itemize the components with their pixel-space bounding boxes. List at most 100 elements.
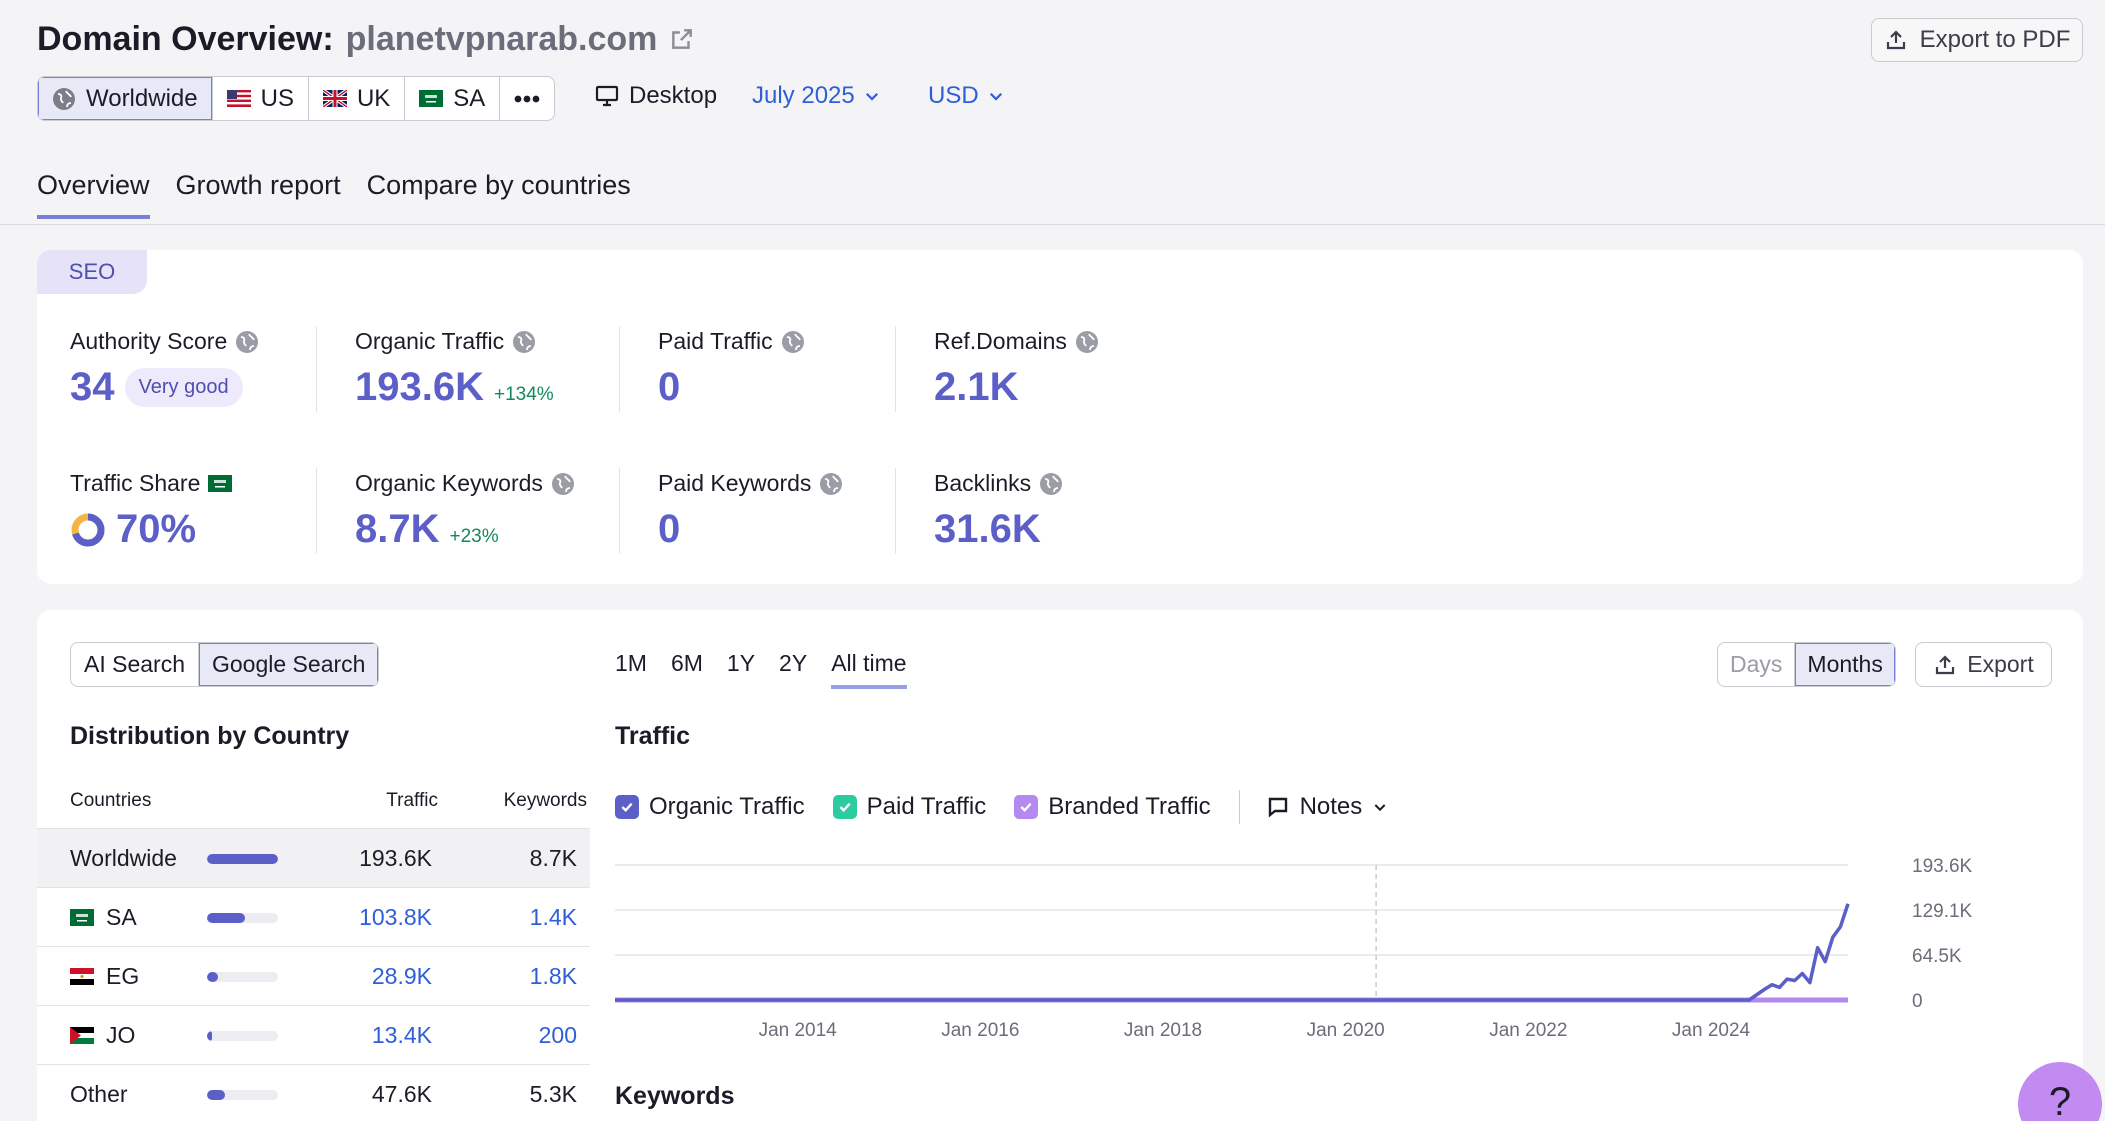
region-label: SA bbox=[453, 84, 486, 112]
days-button[interactable]: Days bbox=[1718, 643, 1796, 686]
notes-dropdown[interactable]: Notes bbox=[1238, 790, 1389, 824]
range-1m[interactable]: 1M bbox=[615, 650, 647, 676]
keywords-value-link[interactable]: 1.4K bbox=[529, 904, 577, 930]
country-name: EG bbox=[106, 963, 140, 989]
keywords-value-link[interactable]: 200 bbox=[538, 1022, 577, 1048]
legend-branded-traffic[interactable]: Branded Traffic bbox=[1014, 793, 1211, 821]
upload-icon bbox=[1936, 654, 1955, 674]
table-row[interactable]: Worldwide 193.6K 8.7K bbox=[37, 828, 590, 887]
globe-icon bbox=[551, 472, 574, 495]
table-row[interactable]: SA 103.8K 1.4K bbox=[37, 887, 590, 946]
date-selector[interactable]: July 2025 bbox=[752, 82, 881, 110]
help-button[interactable]: ? bbox=[2018, 1062, 2102, 1121]
range-1y[interactable]: 1Y bbox=[726, 650, 756, 676]
traffic-share-bar bbox=[207, 1090, 278, 1100]
table-row[interactable]: EG 28.9K 1.8K bbox=[37, 946, 590, 1005]
seo-tag: SEO bbox=[37, 250, 147, 294]
checkbox-checked-icon[interactable] bbox=[615, 795, 639, 819]
legend-label: Paid Traffic bbox=[866, 793, 987, 820]
range-6m[interactable]: 6M bbox=[670, 650, 703, 676]
region-us[interactable]: US bbox=[213, 77, 309, 120]
metric-label: Authority Score bbox=[70, 328, 228, 354]
traffic-value-link[interactable]: 28.9K bbox=[371, 963, 432, 989]
export-pdf-button[interactable]: Export to PDF bbox=[1871, 18, 2083, 62]
months-button[interactable]: Months bbox=[1795, 643, 1895, 686]
metric-label: Organic Traffic bbox=[355, 328, 505, 354]
region-worldwide[interactable]: Worldwide bbox=[38, 77, 213, 120]
external-link-icon[interactable] bbox=[669, 26, 695, 52]
authority-score-value[interactable]: 34 bbox=[70, 365, 115, 409]
traffic-value: 47.6K bbox=[371, 1081, 432, 1107]
globe-icon bbox=[513, 330, 536, 353]
table-row[interactable]: Other 47.6K 5.3K bbox=[37, 1064, 590, 1121]
country-cell: JO bbox=[70, 1006, 135, 1065]
traffic-share-bar bbox=[207, 1031, 278, 1041]
range-2y[interactable]: 2Y bbox=[779, 650, 808, 676]
organic-traffic-value[interactable]: 193.6K bbox=[355, 365, 484, 409]
paid-traffic-value[interactable]: 0 bbox=[658, 365, 681, 409]
device-selector[interactable]: Desktop bbox=[595, 82, 717, 110]
divider bbox=[895, 468, 896, 554]
keywords-value: 5.3K bbox=[529, 1081, 577, 1107]
desktop-icon bbox=[595, 85, 619, 107]
traffic-chart-title: Traffic bbox=[615, 722, 691, 750]
table-row[interactable]: JO 13.4K 200 bbox=[37, 1005, 590, 1064]
traffic-share-bar bbox=[207, 854, 278, 864]
organic-keywords-value[interactable]: 8.7K bbox=[355, 507, 440, 551]
traffic-value-link[interactable]: 13.4K bbox=[371, 1022, 432, 1048]
traffic-share-metric: Traffic Share 70% bbox=[70, 470, 233, 552]
country-cell: SA bbox=[70, 888, 137, 947]
region-uk[interactable]: UK bbox=[309, 77, 406, 120]
currency-selector[interactable]: USD bbox=[928, 82, 1005, 110]
legend-organic-traffic[interactable]: Organic Traffic bbox=[615, 793, 805, 821]
export-button[interactable]: Export bbox=[1915, 642, 2052, 687]
jo-flag-icon bbox=[70, 1027, 94, 1044]
page-title-label: Domain Overview: bbox=[37, 19, 334, 58]
status-badge: Very good bbox=[124, 368, 243, 407]
column-header-traffic: Traffic bbox=[386, 790, 438, 811]
page-title: Domain Overview: planetvpnarab.com bbox=[37, 18, 695, 60]
export-label: Export bbox=[1967, 651, 2034, 677]
country-cell: Worldwide bbox=[70, 829, 177, 888]
currency-label: USD bbox=[928, 82, 979, 109]
notes-label: Notes bbox=[1299, 793, 1363, 820]
metric-label: Paid Keywords bbox=[658, 470, 812, 496]
bar-fill bbox=[207, 972, 218, 982]
paid-keywords-metric: Paid Keywords 0 bbox=[658, 470, 843, 552]
device-label: Desktop bbox=[629, 82, 718, 109]
authority-score-metric: Authority Score 34 Very good bbox=[70, 328, 259, 410]
google-search-button[interactable]: Google Search bbox=[199, 643, 379, 686]
more-regions-button[interactable] bbox=[500, 77, 554, 120]
traffic-value-link[interactable]: 103.8K bbox=[359, 904, 432, 930]
region-sa[interactable]: SA bbox=[405, 77, 501, 120]
tab-overview[interactable]: Overview bbox=[37, 170, 150, 219]
comment-icon bbox=[1268, 797, 1287, 818]
legend-label: Organic Traffic bbox=[649, 793, 805, 820]
ref-domains-value[interactable]: 2.1K bbox=[934, 365, 1019, 409]
legend-label: Branded Traffic bbox=[1048, 793, 1211, 820]
traffic-line-chart[interactable]: 0 64.5K 129.1K 193.6K Jan 2014 Jan 2016 Jan 20… bbox=[600, 850, 2000, 1050]
domain-name[interactable]: planetvpnarab.com bbox=[345, 19, 658, 58]
region-label: UK bbox=[356, 84, 391, 112]
country-cell: Other bbox=[70, 1065, 128, 1121]
paid-keywords-value[interactable]: 0 bbox=[658, 507, 681, 551]
traffic-share-bar bbox=[207, 913, 278, 923]
tab-compare-by-countries[interactable]: Compare by countries bbox=[366, 170, 631, 200]
upload-icon bbox=[1886, 30, 1905, 50]
tab-growth-report[interactable]: Growth report bbox=[175, 170, 341, 200]
checkbox-checked-icon[interactable] bbox=[1014, 795, 1039, 819]
y-tick-label: 129.1K bbox=[1912, 901, 1973, 922]
bar-fill bbox=[207, 1031, 212, 1041]
range-all-time[interactable]: All time bbox=[831, 650, 907, 689]
ai-search-button[interactable]: AI Search bbox=[71, 643, 199, 686]
keywords-value-link[interactable]: 1.8K bbox=[529, 963, 577, 989]
legend-paid-traffic[interactable]: Paid Traffic bbox=[832, 793, 987, 821]
backlinks-value[interactable]: 31.6K bbox=[934, 507, 1041, 551]
globe-icon bbox=[1075, 330, 1098, 353]
tabs-divider bbox=[0, 224, 2105, 225]
series-line-organic-traffic[interactable] bbox=[615, 903, 1850, 1002]
region-selector: Worldwide US UK SA bbox=[37, 76, 556, 121]
checkbox-checked-icon[interactable] bbox=[832, 795, 857, 819]
traffic-share-value[interactable]: 70% bbox=[116, 507, 197, 551]
sa-flag-icon bbox=[70, 909, 94, 926]
